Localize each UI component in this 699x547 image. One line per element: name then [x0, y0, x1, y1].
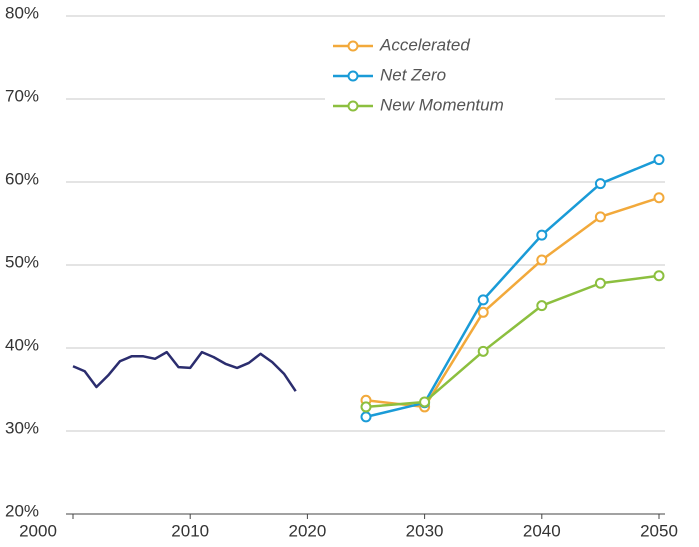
legend-marker: [347, 100, 359, 112]
data-point: [536, 300, 548, 312]
data-point: [419, 396, 431, 408]
y-tick-label: 20%: [5, 501, 39, 520]
series-line: [365, 274, 660, 409]
legend-label: Accelerated: [379, 35, 470, 54]
data-point: [594, 211, 606, 223]
data-point: [594, 277, 606, 289]
data-point: [653, 192, 665, 204]
x-tick-label: 2000: [19, 521, 57, 540]
series-line: [365, 158, 660, 419]
data-point: [653, 270, 665, 282]
y-tick-label: 30%: [5, 418, 39, 437]
x-tick-label: 2030: [406, 521, 444, 540]
y-tick-label: 60%: [5, 169, 39, 188]
legend-marker: [347, 70, 359, 82]
x-tick-label: 2010: [171, 521, 209, 540]
y-tick-label: 80%: [5, 3, 39, 22]
x-tick-label: 2020: [288, 521, 326, 540]
legend-label: Net Zero: [380, 65, 446, 84]
x-tick-label: 2040: [523, 521, 561, 540]
legend-marker: [347, 40, 359, 52]
data-point: [477, 345, 489, 357]
data-point: [360, 401, 372, 413]
series-line: [365, 196, 660, 409]
y-tick-label: 50%: [5, 252, 39, 271]
legend-label: New Momentum: [380, 95, 504, 114]
data-point: [536, 229, 548, 241]
data-point: [536, 254, 548, 266]
data-point: [653, 154, 665, 166]
data-point: [477, 306, 489, 318]
y-tick-label: 70%: [5, 86, 39, 105]
data-point: [594, 178, 606, 190]
series-line: [72, 350, 297, 392]
data-point: [477, 294, 489, 306]
data-point: [360, 411, 372, 423]
y-tick-label: 40%: [5, 335, 39, 354]
x-tick-label: 2050: [640, 521, 678, 540]
